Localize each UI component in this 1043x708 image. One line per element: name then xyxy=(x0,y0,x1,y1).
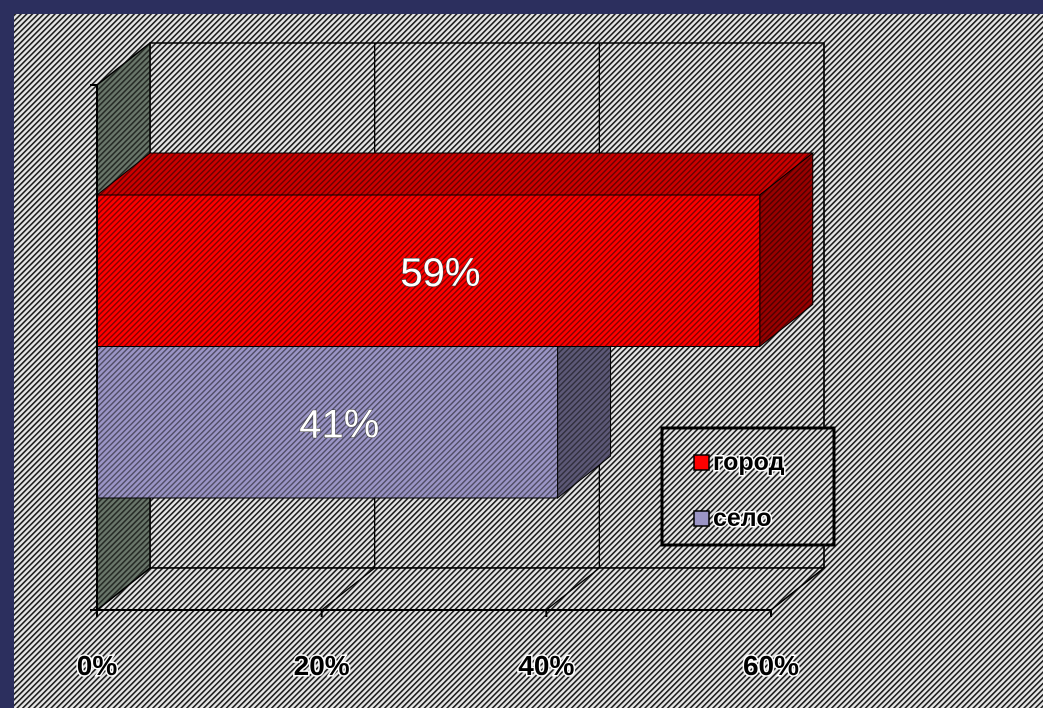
gridline-floor-60 xyxy=(770,567,825,611)
legend-label-1: город xyxy=(713,448,785,476)
data-label-1: 59% xyxy=(400,251,480,295)
x-tick-label-0: 0% xyxy=(77,650,118,681)
legend: город село xyxy=(660,426,836,547)
legend-label-2: село xyxy=(713,504,772,532)
legend-box xyxy=(660,426,836,547)
bar-series-1 xyxy=(95,151,815,348)
bar-2-front xyxy=(96,346,559,499)
bars xyxy=(95,151,815,500)
legend-swatch-2 xyxy=(693,510,710,527)
x-tick-label-40: 40% xyxy=(518,650,574,681)
bar-1-front xyxy=(96,194,761,347)
x-tick-label-20: 20% xyxy=(294,650,350,681)
bar-1-top xyxy=(95,152,815,196)
data-label-2: 41% xyxy=(299,402,379,446)
x-tick-label-60: 60% xyxy=(743,650,799,681)
gridline-floor-20 xyxy=(321,567,376,611)
legend-swatch-1 xyxy=(693,454,710,471)
floor xyxy=(94,567,827,611)
gridline-floor-40 xyxy=(545,567,600,611)
